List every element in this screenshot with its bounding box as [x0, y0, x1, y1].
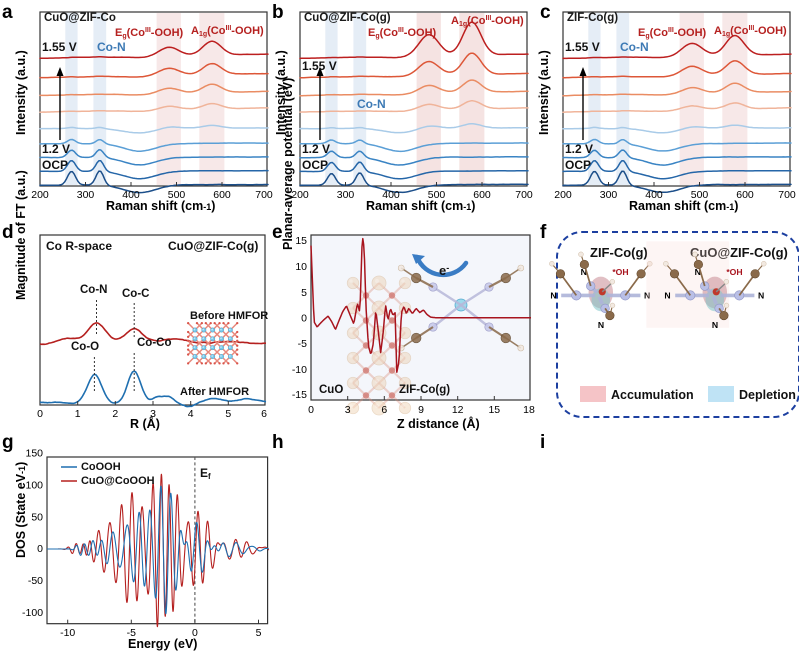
svg-text:Before HMFOR: Before HMFOR: [190, 310, 268, 322]
svg-text:CuO@ZIF-Co: CuO@ZIF-Co: [44, 12, 116, 24]
svg-text:5: 5: [256, 627, 262, 638]
svg-text:Co-N: Co-N: [620, 40, 649, 54]
svg-text:300: 300: [337, 189, 355, 201]
svg-text:After HMFOR: After HMFOR: [180, 386, 249, 398]
svg-text:5: 5: [301, 287, 307, 299]
svg-text:600: 600: [736, 189, 754, 201]
svg-text:700: 700: [515, 189, 533, 201]
svg-text:1.2 V: 1.2 V: [42, 142, 70, 156]
svg-text:Co-O: Co-O: [71, 341, 99, 353]
svg-text:1: 1: [75, 408, 81, 420]
svg-text:10: 10: [295, 261, 307, 273]
svg-text:Co-N: Co-N: [80, 284, 107, 296]
svg-text:N: N: [550, 290, 556, 300]
svg-text:CoOOH: CoOOH: [81, 460, 121, 472]
svg-text:Accumulation: Accumulation: [611, 388, 694, 402]
svg-text:*OH: *OH: [726, 267, 742, 277]
svg-text:6: 6: [381, 404, 387, 416]
svg-text:50: 50: [31, 512, 43, 523]
svg-text:-15: -15: [292, 389, 307, 401]
svg-text:100: 100: [26, 480, 44, 491]
svg-text:Co-C: Co-C: [122, 288, 149, 300]
svg-text:9: 9: [418, 404, 424, 416]
svg-text:CuO@CoOOH: CuO@CoOOH: [81, 474, 155, 486]
svg-text:-100: -100: [22, 607, 43, 618]
svg-text:OCP: OCP: [302, 158, 328, 172]
svg-text:0: 0: [37, 544, 43, 555]
svg-text:-50: -50: [28, 575, 43, 586]
svg-text:15: 15: [295, 235, 307, 247]
svg-text:Co-Co: Co-Co: [137, 337, 172, 349]
svg-text:1.55 V: 1.55 V: [302, 59, 337, 73]
svg-text:15: 15: [488, 404, 500, 416]
svg-text:1.2 V: 1.2 V: [565, 142, 593, 156]
svg-text:-10: -10: [292, 364, 307, 376]
svg-text:300: 300: [600, 189, 618, 201]
svg-text:CuO@ZIF-Co(g): CuO@ZIF-Co(g): [168, 239, 258, 253]
svg-text:5: 5: [225, 408, 231, 420]
svg-text:0: 0: [301, 313, 307, 325]
svg-text:700: 700: [255, 189, 273, 201]
svg-text:Co-N: Co-N: [97, 40, 126, 54]
svg-text:4: 4: [188, 408, 194, 420]
svg-text:300: 300: [77, 189, 95, 201]
svg-text:N: N: [598, 320, 604, 330]
svg-text:2: 2: [112, 408, 118, 420]
svg-text:0: 0: [308, 404, 314, 416]
svg-text:200: 200: [31, 189, 49, 201]
svg-text:700: 700: [778, 189, 796, 201]
svg-text:Depletion: Depletion: [739, 388, 796, 402]
svg-text:600: 600: [473, 189, 491, 201]
svg-text:Co-N: Co-N: [357, 97, 386, 111]
svg-text:ZIF-Co(g): ZIF-Co(g): [399, 384, 450, 396]
svg-text:OCP: OCP: [565, 158, 591, 172]
svg-text:600: 600: [213, 189, 231, 201]
svg-text:6: 6: [261, 408, 267, 420]
svg-text:12: 12: [452, 404, 464, 416]
svg-text:1.2 V: 1.2 V: [302, 142, 330, 156]
svg-text:Co R-space: Co R-space: [46, 239, 112, 253]
svg-text:0: 0: [37, 408, 43, 420]
svg-text:ZIF-Co(g): ZIF-Co(g): [567, 12, 618, 24]
svg-text:1.55 V: 1.55 V: [42, 40, 77, 54]
svg-text:-10: -10: [60, 627, 75, 638]
svg-text:200: 200: [554, 189, 572, 201]
svg-text:18: 18: [523, 404, 535, 416]
svg-text:-5: -5: [298, 338, 307, 350]
svg-text:N: N: [664, 290, 670, 300]
svg-text:CuO: CuO: [319, 384, 343, 396]
svg-text:3: 3: [345, 404, 351, 416]
svg-text:CuO@ZIF-Co(g): CuO@ZIF-Co(g): [304, 12, 391, 24]
svg-text:N: N: [712, 320, 718, 330]
svg-text:N: N: [758, 290, 764, 300]
svg-text:1.55 V: 1.55 V: [565, 40, 600, 54]
svg-text:*OH: *OH: [612, 267, 628, 277]
svg-text:ZIF-Co(g): ZIF-Co(g): [590, 245, 648, 260]
svg-text:OCP: OCP: [42, 158, 68, 172]
svg-text:150: 150: [26, 448, 44, 459]
